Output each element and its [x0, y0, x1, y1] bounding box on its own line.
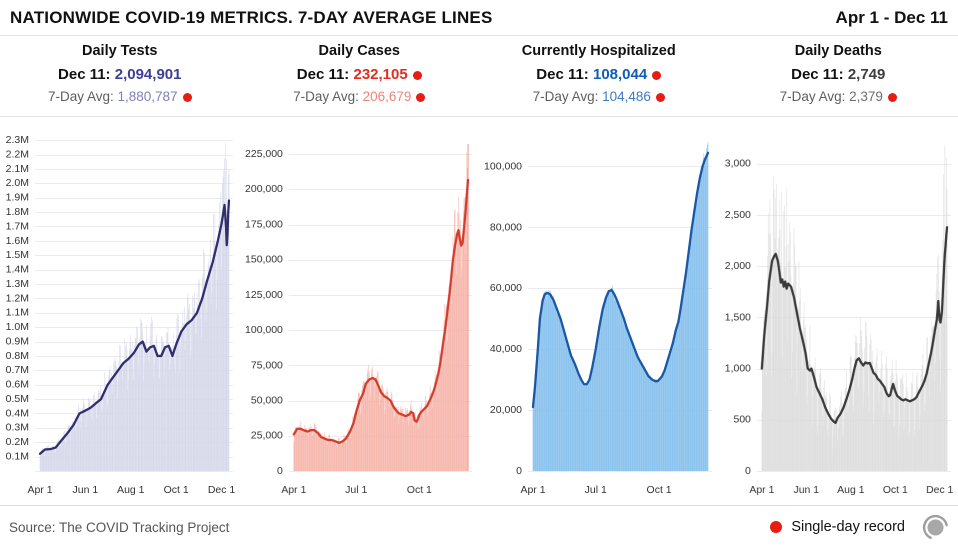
stat-title: Currently Hospitalized	[521, 43, 676, 59]
stat-avg-label: 7-Day Avg:	[779, 89, 846, 104]
chart-daily-tests	[0, 117, 240, 505]
stat-daily-deaths: Daily Deaths Dec 11: 2,749 7-Day Avg: 2,…	[719, 36, 958, 116]
stat-avg-label: 7-Day Avg:	[293, 89, 359, 104]
record-dot-icon	[416, 92, 426, 102]
chart-daily-deaths	[718, 117, 958, 505]
page-title: NATIONWIDE COVID-19 METRICS. 7-DAY AVERA…	[10, 7, 493, 27]
legend-label: Single-day record	[791, 519, 905, 535]
stat-avg-value: 1,880,787	[117, 89, 178, 104]
stat-avg-value: 2,379	[849, 89, 883, 104]
source-text: Source: The COVID Tracking Project	[9, 519, 230, 535]
stat-date-label: Dec 11:	[791, 66, 844, 83]
record-dot-icon	[770, 521, 783, 533]
chart-daily-cases	[239, 117, 479, 505]
stat-date-label: Dec 11:	[58, 66, 111, 83]
record-dot-icon	[412, 70, 422, 80]
date-range: Apr 1 - Dec 11	[835, 7, 948, 27]
stats-row: Daily Tests Dec 11: 2,094,901 7-Day Avg:…	[0, 36, 958, 117]
stat-title: Daily Cases	[318, 43, 400, 59]
record-dot-icon	[655, 92, 665, 102]
record-dot-icon	[652, 70, 662, 80]
stat-date-label: Dec 11:	[296, 66, 350, 83]
stat-value: 108,044	[592, 66, 648, 83]
stat-avg-value: 206,679	[362, 89, 412, 104]
stat-avg-label: 7-Day Avg:	[47, 89, 114, 104]
stat-avg-label: 7-Day Avg:	[532, 89, 599, 104]
record-dot-icon	[887, 92, 897, 102]
record-dot-icon	[182, 92, 192, 102]
stat-avg-value: 104,486	[602, 89, 651, 104]
legend: Single-day record	[770, 514, 949, 541]
footer: Source: The COVID Tracking Project Singl…	[0, 505, 958, 548]
stat-date-label: Dec 11:	[536, 66, 589, 83]
charts-row	[0, 117, 958, 505]
header: NATIONWIDE COVID-19 METRICS. 7-DAY AVERA…	[0, 0, 958, 36]
stat-value: 232,105	[353, 66, 408, 83]
stat-value: 2,749	[847, 66, 886, 83]
stat-title: Daily Deaths	[794, 43, 882, 59]
stat-daily-cases: Daily Cases Dec 11: 232,105 7-Day Avg: 2…	[240, 36, 480, 116]
stat-value: 2,094,901	[114, 66, 182, 83]
stat-title: Daily Tests	[82, 43, 158, 59]
stat-currently-hospitalized: Currently Hospitalized Dec 11: 108,044 7…	[479, 36, 719, 116]
stat-daily-tests: Daily Tests Dec 11: 2,094,901 7-Day Avg:…	[0, 36, 240, 116]
chart-currently-hospitalized	[479, 117, 719, 505]
covid-tracking-project-logo-icon	[922, 514, 949, 541]
